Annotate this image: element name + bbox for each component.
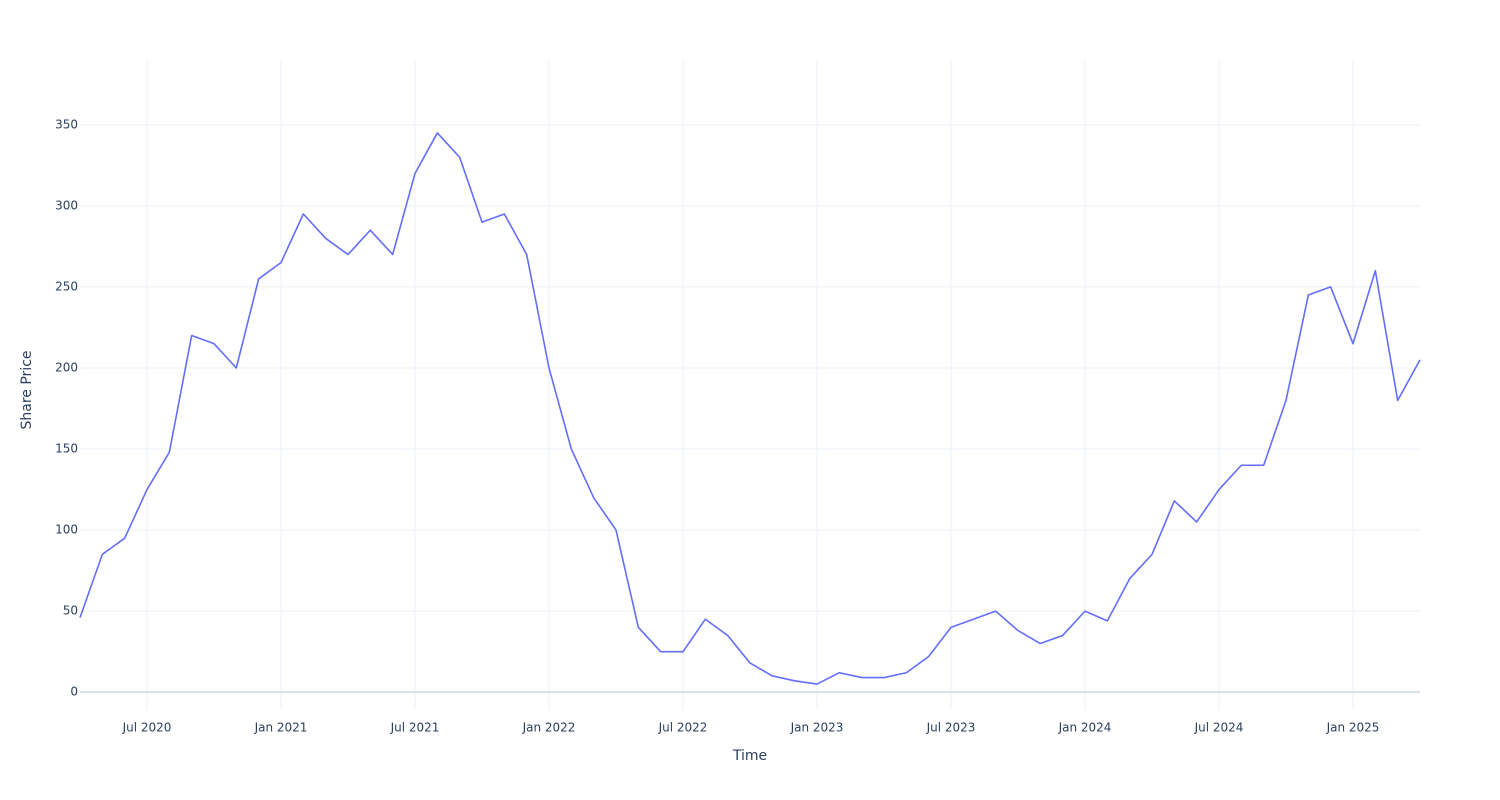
x-tick-label: Jul 2022 [658, 721, 708, 735]
x-tick-label: Jan 2021 [254, 721, 308, 735]
x-tick-label: Jan 2025 [1326, 721, 1380, 735]
x-tick-label: Jul 2020 [122, 721, 172, 735]
y-tick-label: 250 [55, 279, 78, 293]
y-tick-label: 150 [55, 442, 78, 456]
y-axis-title: Share Price [19, 350, 35, 429]
price-line [79, 132, 1421, 685]
y-tick-label: 200 [55, 360, 78, 374]
y-tick-label: 50 [63, 604, 78, 618]
y-tick-label: 0 [70, 685, 78, 699]
y-tick-label: 100 [55, 523, 78, 537]
x-tick-label: Jul 2024 [1194, 721, 1244, 735]
y-tick-label: 350 [55, 117, 78, 131]
x-tick-label: Jul 2023 [926, 721, 976, 735]
x-tick-label: Jan 2023 [790, 721, 844, 735]
x-tick-label: Jan 2022 [522, 721, 576, 735]
x-tick-label: Jan 2024 [1058, 721, 1112, 735]
x-tick-label: Jul 2021 [390, 721, 440, 735]
y-tick-label: 300 [55, 198, 78, 212]
x-axis-title: Time [732, 748, 767, 764]
